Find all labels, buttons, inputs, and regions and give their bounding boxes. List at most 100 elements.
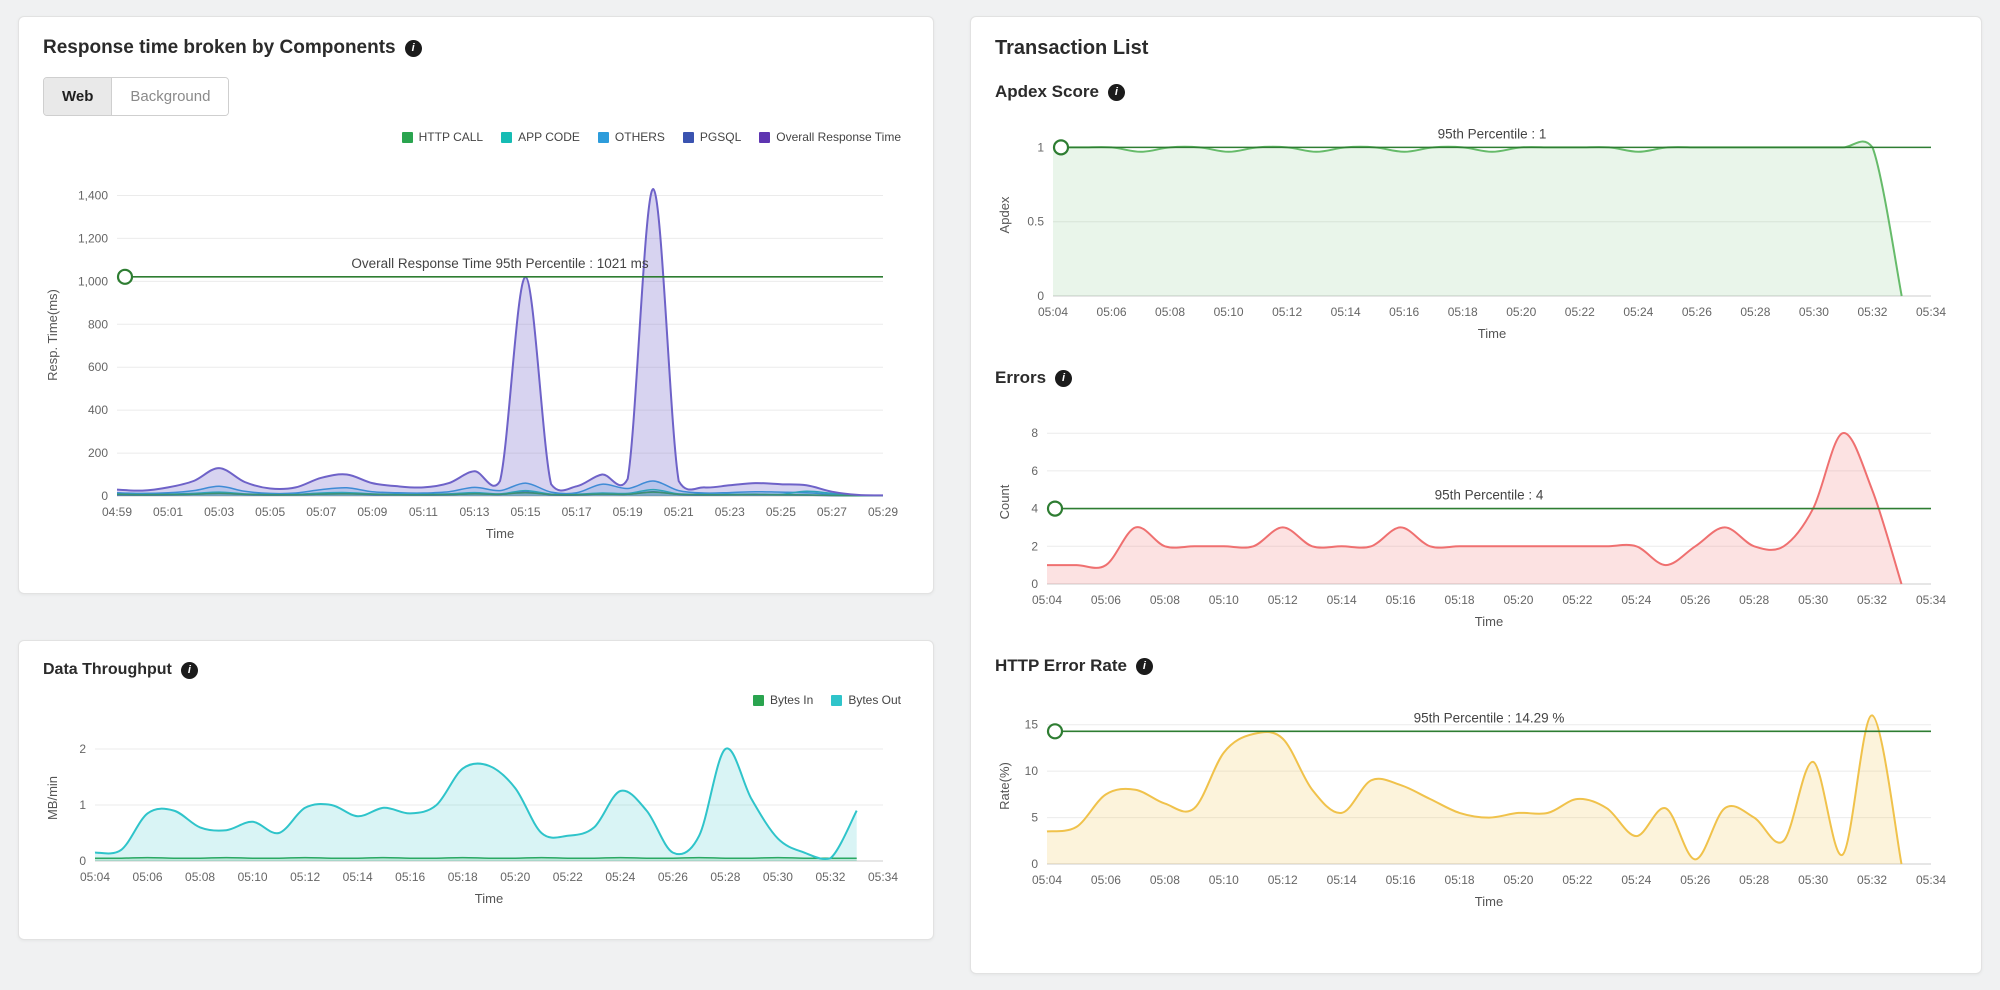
svg-text:05:14: 05:14 [1327, 873, 1357, 887]
svg-text:05:13: 05:13 [459, 505, 489, 519]
svg-text:2: 2 [79, 742, 86, 756]
response-chart-svg: 0 200 400 600 800 1,000 1,200 1,400 04:59 05:01 05… [45, 187, 898, 541]
legend-item[interactable]: HTTP CALL [401, 130, 484, 144]
svg-text:05:16: 05:16 [1386, 873, 1416, 887]
svg-text:400: 400 [88, 403, 108, 417]
legend-item[interactable]: APP CODE [501, 130, 580, 144]
svg-text:05:28: 05:28 [710, 870, 740, 884]
response-time-panel: Response time broken by Components Web B… [18, 16, 934, 594]
info-icon[interactable] [180, 661, 198, 679]
response-chart-legend: HTTP CALL APP CODE OTHERS PGSQL Overall Resp… [43, 130, 901, 144]
svg-text:1: 1 [79, 798, 86, 812]
svg-text:05:08: 05:08 [185, 870, 215, 884]
svg-text:05:06: 05:06 [1091, 873, 1121, 887]
svg-text:05:26: 05:26 [658, 870, 688, 884]
legend-label: Overall Response Time [776, 130, 901, 144]
svg-text:Rate(%): Rate(%) [997, 762, 1012, 810]
svg-text:05:10: 05:10 [1209, 593, 1239, 607]
svg-text:05:15: 05:15 [511, 505, 541, 519]
section-title: HTTP Error Rate [995, 656, 1127, 675]
svg-text:05:04: 05:04 [1032, 593, 1062, 607]
legend-item[interactable]: Overall Response Time [759, 130, 901, 144]
svg-text:05:28: 05:28 [1739, 873, 1769, 887]
svg-text:05:11: 05:11 [409, 505, 438, 519]
apdex-section: Apdex Score 0 0.5 1 05:04 05:06 05:08 05:10 05:… [995, 82, 1957, 346]
svg-text:Overall Response Time 95th Per: Overall Response Time 95th Percentile : … [351, 256, 648, 271]
svg-text:MB/min: MB/min [45, 776, 60, 820]
svg-text:Time: Time [486, 526, 514, 541]
svg-text:Apdex: Apdex [997, 196, 1012, 233]
svg-text:05:20: 05:20 [1506, 305, 1536, 319]
svg-text:1,400: 1,400 [78, 188, 108, 202]
svg-text:05:24: 05:24 [1623, 305, 1653, 319]
svg-text:05:32: 05:32 [815, 870, 845, 884]
svg-text:05:26: 05:26 [1682, 305, 1712, 319]
info-icon[interactable] [1055, 369, 1073, 387]
errors-section: Errors 0 2 4 6 8 05:04 05:06 05:08 05:10 05:12 05:… [995, 368, 1957, 634]
svg-text:05:03: 05:03 [204, 505, 234, 519]
svg-text:05:10: 05:10 [1209, 873, 1239, 887]
svg-text:05:18: 05:18 [1445, 593, 1475, 607]
svg-text:05:30: 05:30 [763, 870, 793, 884]
svg-text:1,000: 1,000 [78, 274, 108, 288]
svg-text:05:10: 05:10 [1214, 305, 1244, 319]
legend-item[interactable]: OTHERS [597, 130, 665, 144]
tab-web[interactable]: Web [44, 78, 112, 115]
errors-chart-svg: 0 2 4 6 8 05:04 05:06 05:08 05:10 05:12 05:14 05:16… [997, 426, 1946, 629]
legend-item[interactable]: Bytes In [752, 693, 813, 707]
svg-text:05:26: 05:26 [1680, 593, 1710, 607]
legend-swatch-icon [759, 131, 771, 143]
data-throughput-chart[interactable]: 0 1 2 05:04 05:06 05:08 05:10 05:12 05:14 05:16 05… [43, 709, 909, 911]
data-throughput-panel: Data Throughput Bytes In Bytes Out 0 1 2 05:… [18, 640, 934, 940]
svg-text:05:16: 05:16 [1389, 305, 1419, 319]
svg-text:05:12: 05:12 [1272, 305, 1302, 319]
svg-text:800: 800 [88, 317, 108, 331]
svg-text:05:14: 05:14 [1327, 593, 1357, 607]
transaction-list-panel: Transaction List Apdex Score 00.5105:040… [970, 16, 1982, 974]
apdex-score-chart[interactable]: 0 0.5 1 05:04 05:06 05:08 05:10 05:12 05:14 05:16… [995, 108, 1957, 346]
svg-text:05:20: 05:20 [500, 870, 530, 884]
info-icon[interactable] [1135, 657, 1153, 675]
panel-title: Transaction List [995, 37, 1149, 59]
legend-label: Bytes Out [848, 693, 901, 707]
svg-text:05:08: 05:08 [1150, 873, 1180, 887]
legend-swatch-icon [401, 131, 413, 143]
info-icon[interactable] [1107, 83, 1125, 101]
svg-text:10: 10 [1025, 764, 1039, 778]
view-toggle-tabs: Web Background [43, 77, 230, 116]
tab-background[interactable]: Background [111, 78, 229, 115]
svg-text:05:16: 05:16 [395, 870, 425, 884]
errorrate-chart-svg: 0 5 10 15 05:04 05:06 05:08 05:10 05:12 05:14 05:1… [997, 710, 1946, 909]
legend-swatch-icon [752, 694, 764, 706]
svg-text:5: 5 [1031, 811, 1038, 825]
svg-text:05:06: 05:06 [133, 870, 163, 884]
legend-swatch-icon [682, 131, 694, 143]
legend-item[interactable]: PGSQL [682, 130, 741, 144]
svg-text:05:22: 05:22 [553, 870, 583, 884]
svg-text:05:23: 05:23 [715, 505, 745, 519]
svg-text:05:06: 05:06 [1091, 593, 1121, 607]
svg-text:05:34: 05:34 [868, 870, 898, 884]
svg-text:05:34: 05:34 [1916, 305, 1946, 319]
errors-chart[interactable]: 0 2 4 6 8 05:04 05:06 05:08 05:10 05:12 05:14 05:16… [995, 394, 1957, 634]
svg-text:Time: Time [1475, 894, 1503, 909]
svg-text:Count: Count [997, 484, 1012, 519]
response-time-chart[interactable]: 0 200 400 600 800 1,000 1,200 1,400 04:59 05:01 05… [43, 148, 909, 546]
legend-swatch-icon [831, 694, 843, 706]
svg-text:0: 0 [101, 489, 108, 503]
svg-text:05:22: 05:22 [1562, 873, 1592, 887]
svg-text:05:32: 05:32 [1857, 305, 1887, 319]
svg-text:Time: Time [1478, 326, 1506, 341]
svg-text:8: 8 [1031, 426, 1038, 440]
panel-title: Response time broken by Components [43, 37, 396, 58]
svg-text:05:24: 05:24 [605, 870, 635, 884]
legend-item[interactable]: Bytes Out [831, 693, 901, 707]
svg-text:05:26: 05:26 [1680, 873, 1710, 887]
svg-text:05:30: 05:30 [1798, 873, 1828, 887]
http-error-rate-chart[interactable]: 0 5 10 15 05:04 05:06 05:08 05:10 05:12 05:14 05:1… [995, 682, 1957, 914]
section-title: Apdex Score [995, 82, 1099, 101]
svg-text:95th Percentile : 14.29 %: 95th Percentile : 14.29 % [1414, 710, 1565, 725]
legend-swatch-icon [597, 131, 609, 143]
legend-label: HTTP CALL [418, 130, 484, 144]
info-icon[interactable] [404, 39, 422, 57]
